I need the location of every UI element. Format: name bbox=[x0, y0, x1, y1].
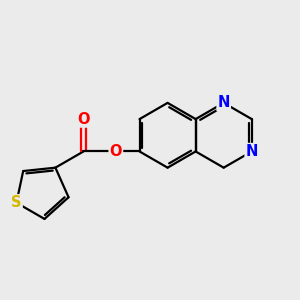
Text: O: O bbox=[77, 112, 90, 127]
Text: N: N bbox=[246, 144, 258, 159]
Text: O: O bbox=[110, 144, 122, 159]
Text: S: S bbox=[11, 195, 22, 210]
Text: N: N bbox=[218, 95, 230, 110]
